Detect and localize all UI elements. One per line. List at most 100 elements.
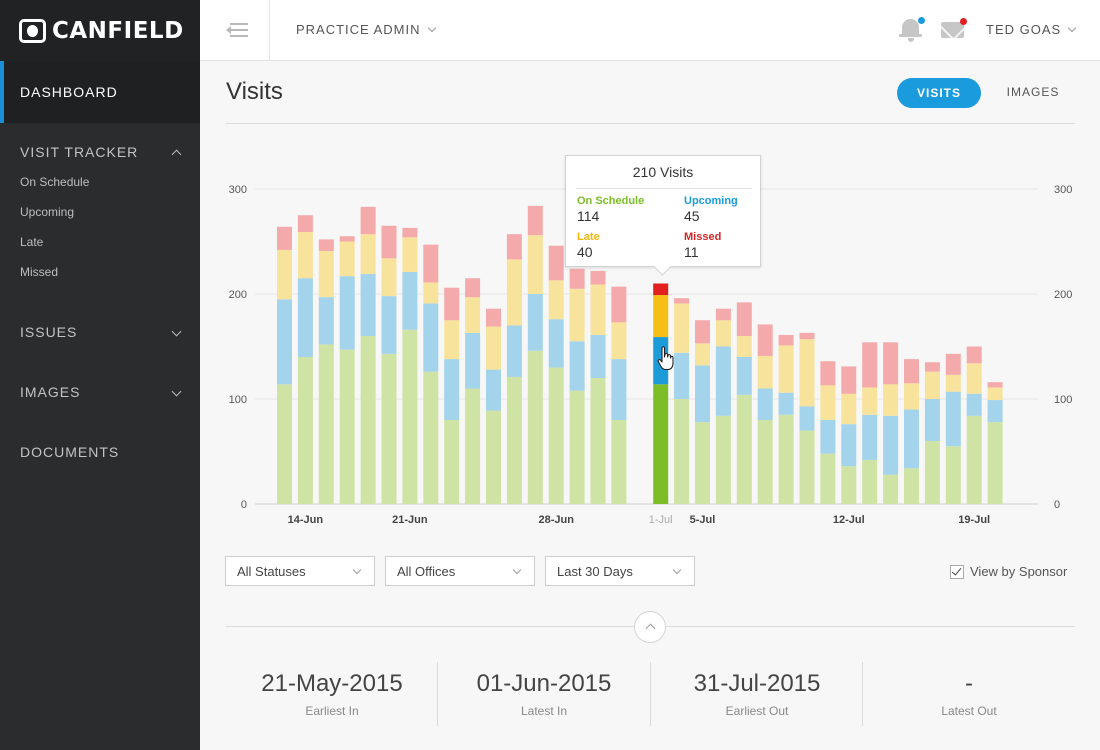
bar-segment-late[interactable] xyxy=(736,336,752,357)
bar-segment-missed[interactable] xyxy=(966,346,982,364)
bar-segment-on-schedule[interactable] xyxy=(339,349,355,504)
bar-segment-on-schedule[interactable] xyxy=(486,410,501,504)
bar-segment-missed[interactable] xyxy=(883,342,899,385)
bar-segment-on-schedule[interactable] xyxy=(841,466,857,504)
bar-segment-late[interactable] xyxy=(402,237,418,272)
bar-segment-upcoming[interactable] xyxy=(883,415,899,475)
bar-segment-upcoming[interactable] xyxy=(590,334,606,378)
bar-segment-upcoming[interactable] xyxy=(945,391,961,447)
sidebar-item-issues[interactable]: ISSUES xyxy=(0,317,200,347)
bar-segment-missed[interactable] xyxy=(778,334,794,346)
visits-toggle-button[interactable]: VISITS xyxy=(897,78,981,108)
bar-segment-missed[interactable] xyxy=(590,270,606,285)
bar-segment-late[interactable] xyxy=(465,297,481,333)
bar-segment-missed[interactable] xyxy=(548,245,564,281)
bar-segment-late[interactable] xyxy=(841,393,857,425)
bar-segment-late[interactable] xyxy=(506,259,522,326)
bar-segment-late[interactable] xyxy=(318,250,334,298)
bar-segment-late[interactable] xyxy=(715,320,731,347)
bar-segment-upcoming[interactable] xyxy=(841,424,857,467)
bar-segment-on-schedule[interactable] xyxy=(945,446,961,504)
bar-segment-upcoming[interactable] xyxy=(611,359,627,420)
bar-segment-upcoming[interactable] xyxy=(486,369,501,411)
bar-segment-upcoming[interactable] xyxy=(569,341,585,391)
bar-segment-upcoming[interactable] xyxy=(904,409,919,469)
bar-segment-late[interactable] xyxy=(339,241,355,277)
bar-segment-missed[interactable] xyxy=(381,225,397,259)
bar-segment-missed[interactable] xyxy=(465,278,481,298)
bar-segment-missed[interactable] xyxy=(841,366,857,394)
brand-logo[interactable]: CANFIELD xyxy=(0,0,200,61)
bar-segment-on-schedule[interactable] xyxy=(548,367,564,505)
bar-segment-on-schedule[interactable] xyxy=(695,422,710,504)
bar-segment-late[interactable] xyxy=(548,280,564,320)
bar-segment-on-schedule[interactable] xyxy=(277,384,292,504)
bar-segment-missed[interactable] xyxy=(653,283,669,296)
bar-segment-late[interactable] xyxy=(799,339,815,407)
bar-segment-late[interactable] xyxy=(527,235,543,294)
bar-segment-late[interactable] xyxy=(883,384,899,416)
bar-segment-missed[interactable] xyxy=(715,308,731,321)
bar-segment-on-schedule[interactable] xyxy=(820,453,836,504)
bar-segment-on-schedule[interactable] xyxy=(966,415,982,504)
bar-segment-upcoming[interactable] xyxy=(695,365,710,423)
bar-segment-upcoming[interactable] xyxy=(318,297,334,345)
bar-segment-on-schedule[interactable] xyxy=(444,420,460,504)
bar-segment-late[interactable] xyxy=(966,363,982,394)
bar-segment-on-schedule[interactable] xyxy=(736,394,752,504)
bar-segment-missed[interactable] xyxy=(695,320,710,344)
bar-segment-late[interactable] xyxy=(444,320,460,360)
sidebar-item-visit-tracker[interactable]: VISIT TRACKER xyxy=(0,137,200,167)
bar-segment-missed[interactable] xyxy=(611,286,627,323)
sidebar-subitem-upcoming[interactable]: Upcoming xyxy=(20,205,75,219)
bar-segment-on-schedule[interactable] xyxy=(590,378,606,504)
bar-segment-upcoming[interactable] xyxy=(674,352,690,399)
sidebar-item-documents[interactable]: DOCUMENTS xyxy=(0,437,200,467)
bar-segment-on-schedule[interactable] xyxy=(569,390,585,504)
bar-segment-late[interactable] xyxy=(924,371,940,399)
bar-segment-upcoming[interactable] xyxy=(862,414,878,460)
bar-segment-late[interactable] xyxy=(987,387,1003,401)
bar-segment-late[interactable] xyxy=(778,345,794,393)
bar-segment-late[interactable] xyxy=(904,383,919,410)
menu-toggle-button[interactable] xyxy=(200,0,270,60)
bar-segment-on-schedule[interactable] xyxy=(653,384,669,504)
bar-segment-late[interactable] xyxy=(297,232,313,279)
bar-segment-upcoming[interactable] xyxy=(924,399,940,441)
bar-segment-late[interactable] xyxy=(611,322,627,360)
bar-segment-missed[interactable] xyxy=(486,308,501,327)
bar-segment-late[interactable] xyxy=(653,295,669,338)
office-select[interactable]: All Offices xyxy=(385,556,535,586)
bar-segment-on-schedule[interactable] xyxy=(360,336,376,504)
bar-segment-late[interactable] xyxy=(277,249,292,300)
bar-segment-missed[interactable] xyxy=(945,353,961,375)
bar-segment-upcoming[interactable] xyxy=(548,319,564,368)
bar-segment-missed[interactable] xyxy=(924,362,940,372)
view-by-sponsor-checkbox[interactable] xyxy=(950,565,964,579)
practice-switcher[interactable]: PRACTICE ADMIN xyxy=(296,22,436,37)
bar-segment-missed[interactable] xyxy=(297,215,313,233)
bar-segment-on-schedule[interactable] xyxy=(506,376,522,504)
bar-segment-upcoming[interactable] xyxy=(778,392,794,415)
bar-segment-on-schedule[interactable] xyxy=(862,459,878,504)
bar-segment-missed[interactable] xyxy=(360,206,376,235)
bar-segment-late[interactable] xyxy=(945,374,961,392)
bar-segment-on-schedule[interactable] xyxy=(297,357,313,504)
bar-segment-on-schedule[interactable] xyxy=(883,474,899,504)
bar-segment-on-schedule[interactable] xyxy=(757,420,773,504)
status-select[interactable]: All Statuses xyxy=(225,556,375,586)
bar-segment-missed[interactable] xyxy=(736,302,752,336)
bar-segment-upcoming[interactable] xyxy=(757,388,773,421)
mail-icon[interactable] xyxy=(941,22,964,38)
user-menu[interactable]: TED GOAS xyxy=(986,22,1077,37)
bar-segment-on-schedule[interactable] xyxy=(611,420,627,504)
bar-segment-missed[interactable] xyxy=(527,205,543,236)
bar-segment-late[interactable] xyxy=(820,385,836,420)
bar-segment-upcoming[interactable] xyxy=(736,357,752,395)
bar-segment-late[interactable] xyxy=(486,326,501,370)
bar-segment-upcoming[interactable] xyxy=(277,299,292,385)
bar-segment-missed[interactable] xyxy=(674,298,690,304)
bar-segment-upcoming[interactable] xyxy=(423,303,439,372)
bar-segment-on-schedule[interactable] xyxy=(318,344,334,504)
bar-segment-upcoming[interactable] xyxy=(360,274,376,336)
